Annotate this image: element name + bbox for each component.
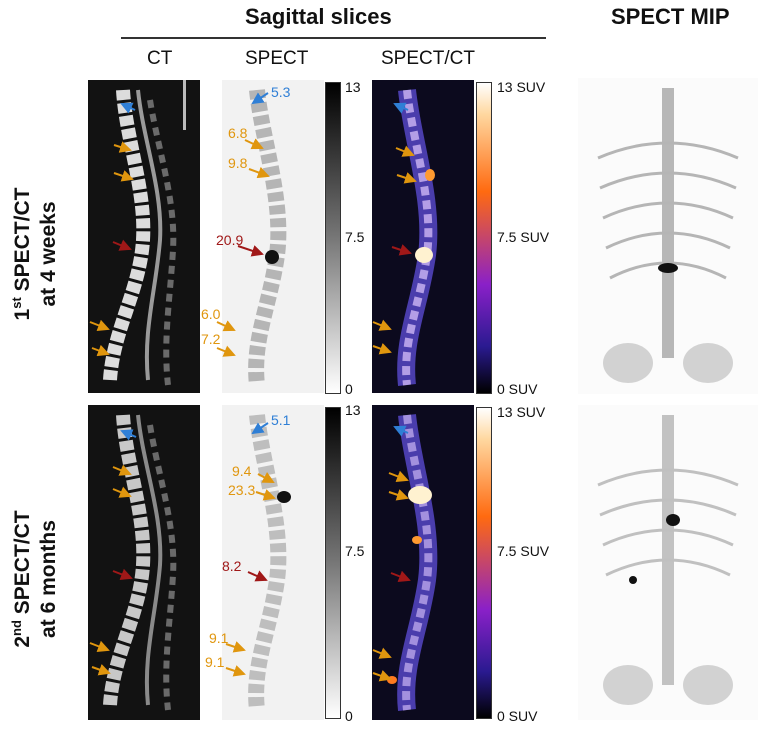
spect-scale-max-row1: 13 <box>345 79 361 95</box>
spect-image-row1 <box>222 80 324 393</box>
header-divider <box>121 37 546 39</box>
spect-scale-mid-row2: 7.5 <box>345 543 365 559</box>
value-row1-1: 5.3 <box>271 84 291 100</box>
sagittal-slices-title: Sagittal slices <box>245 4 392 29</box>
value-row2-6: 9.1 <box>205 654 225 670</box>
spect-mip-title: SPECT MIP <box>611 4 730 29</box>
value-row1-3: 9.8 <box>228 155 248 171</box>
spect-scale-mid-row1: 7.5 <box>345 229 365 245</box>
value-row2-5: 9.1 <box>209 630 229 646</box>
value-row1-2: 6.8 <box>228 125 248 141</box>
col-header-spect: SPECT <box>245 48 309 69</box>
ct-image-row2 <box>88 405 200 720</box>
row-label-1: 1st SPECT/CT at 4 weeks <box>9 187 60 321</box>
value-row2-2: 9.4 <box>232 463 252 479</box>
spect-colorbar-row1 <box>325 82 341 394</box>
spectct-image-row2 <box>372 405 474 720</box>
value-row2-1: 5.1 <box>271 412 291 428</box>
spect-scale-max-row2: 13 <box>345 402 361 418</box>
spectct-scale-max-row1: 13 SUV <box>497 79 546 95</box>
spectct-colorbar-row1 <box>476 82 492 394</box>
spectct-scale-min-row2: 0 SUV <box>497 708 538 724</box>
spectct-image-row1 <box>372 80 474 393</box>
spectct-scale-mid-row1: 7.5 SUV <box>497 229 550 245</box>
mip-image-row1 <box>578 78 758 394</box>
value-row2-3: 23.3 <box>228 482 256 498</box>
col-header-spectct: SPECT/CT <box>381 48 475 69</box>
row-label-2: 2nd SPECT/CT at 6 months <box>9 510 60 648</box>
ct-image-row1 <box>88 80 200 393</box>
spectct-scale-max-row2: 13 SUV <box>497 404 546 420</box>
value-row1-5: 6.0 <box>201 306 221 322</box>
spect-scale-min-row2: 0 <box>345 708 353 724</box>
value-row1-4: 20.9 <box>216 232 244 248</box>
spect-colorbar-row2 <box>325 407 341 719</box>
spect-scale-min-row1: 0 <box>345 381 353 397</box>
value-row1-6: 7.2 <box>201 331 221 347</box>
spectct-scale-mid-row2: 7.5 SUV <box>497 543 550 559</box>
col-header-ct: CT <box>147 48 173 69</box>
value-row2-4: 8.2 <box>222 558 242 574</box>
mip-image-row2 <box>578 405 758 720</box>
spectct-scale-min-row1: 0 SUV <box>497 381 538 397</box>
spectct-colorbar-row2 <box>476 407 492 719</box>
